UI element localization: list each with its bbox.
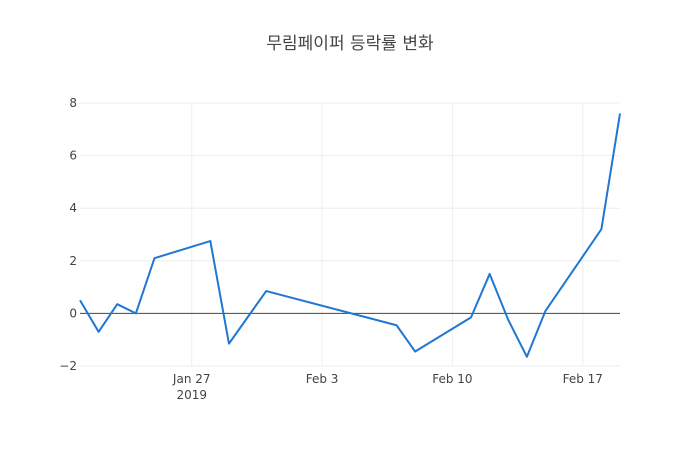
x-tick-sublabel: 2019 [176, 388, 207, 402]
series-line [79, 113, 621, 358]
y-tick-label: −2 [59, 359, 77, 373]
x-tick-label: Feb 10 [432, 372, 472, 386]
x-axis: Jan 27 2019 Feb 3 Feb 10 Feb 17 [172, 372, 603, 402]
x-tick-label: Feb 17 [563, 372, 603, 386]
x-tick-label: Feb 3 [306, 372, 339, 386]
y-axis: −2 0 2 4 6 8 [59, 96, 77, 373]
x-tick-label: Jan 27 [172, 372, 211, 386]
grid [80, 102, 620, 367]
y-tick-label: 6 [69, 149, 77, 163]
chart-title: 무림페이퍼 등락률 변화 [266, 34, 434, 54]
y-tick-label: 8 [69, 96, 77, 110]
y-tick-label: 4 [69, 201, 77, 215]
y-tick-label: 2 [69, 254, 77, 268]
series-layer [79, 113, 621, 358]
y-tick-label: 0 [69, 306, 77, 320]
